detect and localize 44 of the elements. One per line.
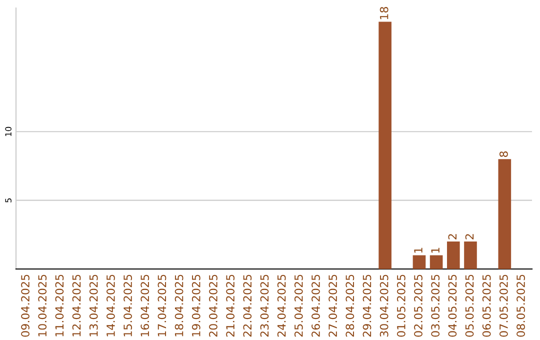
x-tick-label: 02.05.2025: [414, 274, 422, 337]
x-tick-label: 22.04.2025: [243, 274, 252, 337]
x-tick-label: 03.05.2025: [431, 274, 440, 337]
x-tick-label: 16.04.2025: [140, 274, 150, 336]
x-tick-label: 21.04.2025: [226, 274, 235, 337]
x-tick-label: 17.04.2025: [158, 274, 166, 336]
x-tick-label: 23.04.2025: [260, 274, 269, 337]
bar: [412, 255, 426, 269]
x-tick-label: 06.05.2025: [482, 274, 491, 337]
x-tick-label: 26.04.2025: [312, 274, 320, 337]
data-label: 1: [431, 248, 440, 253]
data-label: 8: [499, 151, 508, 157]
bar: [498, 159, 512, 269]
y-tick-label: 10: [5, 126, 12, 136]
bar: [446, 242, 460, 269]
x-tick-label: 13.04.2025: [89, 274, 98, 336]
data-label: 1: [414, 248, 422, 253]
x-tick-label: 12.04.2025: [72, 274, 81, 336]
x-tick-label: 29.04.2025: [362, 274, 372, 337]
x-tick-label: 08.05.2025: [516, 274, 525, 337]
data-label: 2: [465, 234, 474, 240]
x-tick-label: 05.05.2025: [465, 274, 474, 337]
x-tick-label: 01.05.2025: [396, 274, 406, 337]
x-tick-label: 20.04.2025: [209, 274, 218, 337]
x-tick-label: 19.04.2025: [192, 274, 200, 336]
x-tick-label: 11.04.2025: [55, 274, 64, 336]
bar: [430, 255, 443, 269]
x-tick-label: 09.04.2025: [21, 274, 30, 337]
x-tick-label: 10.04.2025: [38, 274, 47, 336]
x-tick-label: 18.04.2025: [174, 274, 184, 336]
bar: [378, 22, 392, 269]
x-tick-label: 28.04.2025: [346, 274, 354, 337]
y-tick-label: 5: [5, 198, 12, 202]
data-label: 2: [448, 234, 456, 240]
bar: [464, 242, 477, 269]
x-tick-label: 04.05.2025: [448, 274, 457, 337]
x-tick-label: 15.04.2025: [124, 274, 132, 336]
x-tick-label: 27.04.2025: [328, 274, 338, 337]
x-tick-label: 30.04.2025: [380, 274, 388, 337]
x-tick-label: 24.04.2025: [277, 274, 286, 337]
x-tick-label: 07.05.2025: [499, 274, 508, 337]
x-tick-label: 14.04.2025: [106, 274, 115, 336]
data-label: 18: [380, 6, 388, 20]
x-tick-label: 25.04.2025: [294, 274, 303, 337]
